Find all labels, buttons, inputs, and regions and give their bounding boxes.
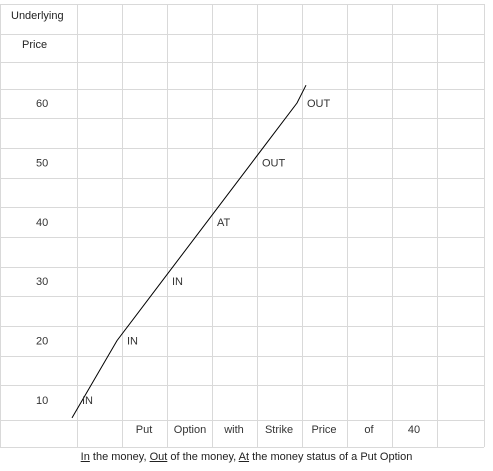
series-path <box>71 84 307 419</box>
annotation-label: OUT <box>262 157 286 169</box>
footer-label: Option <box>174 424 206 436</box>
annotation-label: IN <box>127 336 138 348</box>
status-annotations: IN IN IN AT OUT OUT <box>82 98 331 407</box>
header-label-0: Underlying <box>11 10 64 22</box>
y-tick-label: 40 <box>36 217 48 229</box>
footer-label: Put <box>136 424 153 436</box>
grid-lines <box>0 4 485 448</box>
footer-label: with <box>223 424 244 436</box>
y-tick-label: 60 <box>36 98 48 110</box>
annotation-label: AT <box>217 217 231 229</box>
footer-label: Strike <box>265 424 293 436</box>
column-header: Underlying Price <box>11 10 64 51</box>
chart-caption: In the money, Out of the money, At the m… <box>0 451 493 463</box>
caption-text-2: of the money, <box>167 451 239 463</box>
caption-text-3: the money status of a Put Option <box>249 451 413 463</box>
caption-at: At <box>238 451 250 463</box>
footer-label: Price <box>311 424 336 436</box>
x-footer-labels: Put Option with Strike Price of 40 <box>136 424 420 436</box>
y-tick-label: 20 <box>36 336 48 348</box>
y-tick-label: 10 <box>36 395 48 407</box>
caption-out: Out <box>149 451 168 463</box>
y-tick-label: 30 <box>36 276 48 288</box>
put-option-moneyness-chart: Underlying Price 60 50 40 30 20 10 IN IN IN AT OU… <box>0 4 485 448</box>
annotation-label: IN <box>172 276 183 288</box>
y-axis-tick-labels: 60 50 40 30 20 10 <box>36 98 48 407</box>
footer-label: of <box>364 424 374 436</box>
caption-text-1: the money, <box>89 451 150 463</box>
footer-label: 40 <box>408 424 420 436</box>
annotation-label: IN <box>82 395 93 407</box>
header-label-1: Price <box>22 39 47 51</box>
caption-in: In <box>80 451 90 463</box>
annotation-label: OUT <box>307 98 331 110</box>
series-line <box>71 84 307 419</box>
y-tick-label: 50 <box>36 157 48 169</box>
